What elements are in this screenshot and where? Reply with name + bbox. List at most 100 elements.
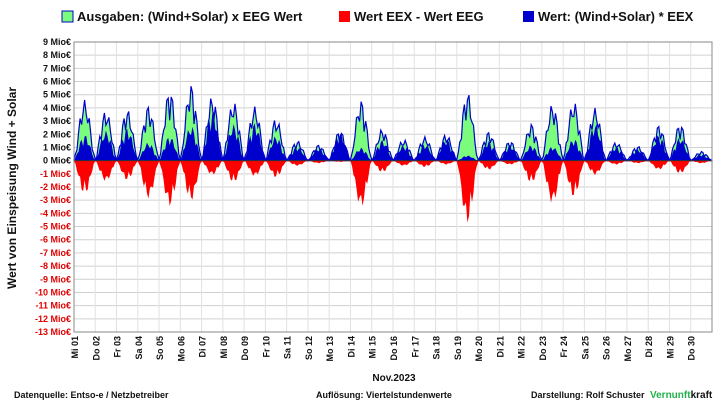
x-tick-label: Fr 17	[410, 336, 420, 358]
x-tick-label: Fr 10	[261, 336, 271, 358]
x-tick-label: So 05	[155, 336, 165, 360]
area-eex-day	[541, 147, 564, 161]
legend-swatch-eeg	[61, 10, 74, 23]
area-eex-day	[307, 148, 330, 161]
footer: Datenquelle: Entso-e / Netzbetreiber Auf…	[14, 390, 713, 401]
footer-author: Darstellung: Rolf Schuster	[531, 390, 645, 400]
y-tick-label: -4 Mio€	[40, 208, 71, 218]
legend-item-eeg: Ausgaben: (Wind+Solar) x EEG Wert	[61, 9, 303, 24]
y-tick-label: 4 Mio€	[43, 103, 71, 113]
y-tick-label: 0 Mio€	[43, 156, 71, 166]
area-diff-day	[648, 160, 670, 170]
x-tick-label: Do 23	[538, 336, 548, 361]
plot-area	[73, 86, 713, 223]
area-diff-day	[180, 160, 202, 200]
area-eex-day	[286, 147, 308, 161]
area-eeg-day	[562, 103, 585, 162]
x-tick-label: Di 14	[347, 336, 357, 358]
x-tick-label: Mo 06	[176, 336, 186, 362]
y-tick-label: 3 Mio€	[43, 116, 71, 126]
area-diff-day	[520, 160, 542, 181]
area-eex-day	[329, 133, 351, 161]
y-tick-label: 5 Mio€	[43, 90, 71, 100]
area-eex-day	[520, 145, 542, 161]
area-eex-day	[626, 148, 649, 161]
footer-resolution: Auflösung: Viertelstundenwerte	[316, 390, 452, 400]
area-eex-day	[222, 124, 245, 161]
x-tick-label: Fr 03	[113, 336, 123, 358]
x-tick-label: Mi 15	[368, 336, 378, 359]
area-diff-day	[137, 160, 160, 199]
x-tick-label: Mo 27	[623, 336, 633, 362]
x-tick-label: Fr 24	[559, 336, 569, 358]
y-tick-label: 2 Mio€	[43, 129, 71, 139]
x-tick-label: Sa 04	[134, 336, 144, 360]
y-tick-label: -3 Mio€	[40, 195, 71, 205]
x-tick-label: Sa 11	[283, 336, 293, 359]
legend-item-diff: Wert EEX - Wert EEG	[339, 9, 484, 24]
x-axis-label: Nov.2023	[372, 373, 416, 384]
plot-frame	[73, 41, 713, 333]
area-diff-day	[371, 160, 393, 172]
y-tick-label: 9 Mio€	[43, 37, 71, 47]
area-eex-day	[435, 139, 457, 161]
x-tick-label: Do 16	[389, 336, 399, 361]
area-diff-day	[74, 160, 96, 192]
area-diff-day	[350, 160, 372, 206]
x-tick-label: Mi 29	[666, 336, 676, 359]
area-diff-day	[95, 160, 117, 181]
x-tick-label: Di 21	[495, 336, 505, 358]
area-diff-day	[393, 160, 415, 166]
area-diff-day	[541, 160, 564, 203]
y-tick-label: 7 Mio€	[43, 63, 71, 73]
y-tick-label: -13 Mio€	[35, 327, 71, 337]
area-eex-day	[95, 130, 117, 161]
area-eex-day	[499, 145, 521, 161]
area-eex-day	[265, 136, 287, 161]
area-diff-day	[307, 160, 330, 164]
area-diff-day	[435, 160, 457, 165]
x-tick-label: Di 07	[198, 336, 208, 358]
area-eex-day	[350, 147, 372, 161]
y-tick-label: -9 Mio€	[40, 274, 71, 284]
area-eeg-day	[73, 99, 96, 162]
area-diff-day	[286, 160, 308, 166]
x-tick-label: Do 02	[91, 336, 101, 361]
area-eex-day	[137, 142, 160, 161]
x-tick-label: So 26	[602, 336, 612, 360]
legend-swatch-eex	[523, 11, 534, 22]
legend-item-eex: Wert: (Wind+Solar) * EEX	[523, 9, 694, 24]
legend-label-diff: Wert EEX - Wert EEG	[354, 9, 484, 24]
area-diff-day	[690, 160, 712, 164]
x-tick-label: Do 30	[687, 336, 697, 361]
y-axis-label: Wert von Einspeisung Wind + Solar	[5, 87, 19, 289]
y-tick-label: -12 Mio€	[35, 314, 71, 324]
y-tick-label: -6 Mio€	[40, 235, 71, 245]
legend-swatch-diff	[339, 11, 350, 22]
x-tick-label: Mi 22	[517, 336, 527, 359]
area-eex-day	[563, 139, 585, 161]
legend-label-eeg: Ausgaben: (Wind+Solar) x EEG Wert	[77, 9, 303, 24]
area-diff-day	[456, 160, 479, 223]
area-diff-day	[499, 160, 521, 165]
x-tick-label: So 12	[304, 336, 314, 360]
footer-source: Datenquelle: Entso-e / Netzbetreiber	[14, 390, 169, 400]
x-tick-label: Do 09	[240, 336, 250, 361]
y-tick-label: -10 Mio€	[35, 287, 71, 297]
area-diff-day	[116, 160, 138, 180]
area-eex-day	[180, 126, 202, 161]
y-tick-label: -5 Mio€	[40, 222, 71, 232]
area-eeg-day	[179, 86, 203, 162]
y-tick-label: -2 Mio€	[40, 182, 71, 192]
area-eex-day	[690, 154, 712, 161]
x-ticks: Mi 01 Do 02 Fr 03 Sa 04 So 05 Mo 06 Di 07 Mi 08…	[70, 336, 697, 362]
y-tick-label: -1 Mio€	[40, 169, 71, 179]
legend: Ausgaben: (Wind+Solar) x EEG Wert Wert E…	[61, 9, 694, 24]
x-tick-label: Mo 20	[474, 336, 484, 362]
area-eex-day	[244, 123, 266, 161]
area-diff-day	[478, 160, 500, 170]
y-tick-label: 6 Mio€	[43, 77, 71, 87]
area-eex-day	[116, 128, 138, 161]
x-tick-label: Di 28	[644, 336, 654, 358]
